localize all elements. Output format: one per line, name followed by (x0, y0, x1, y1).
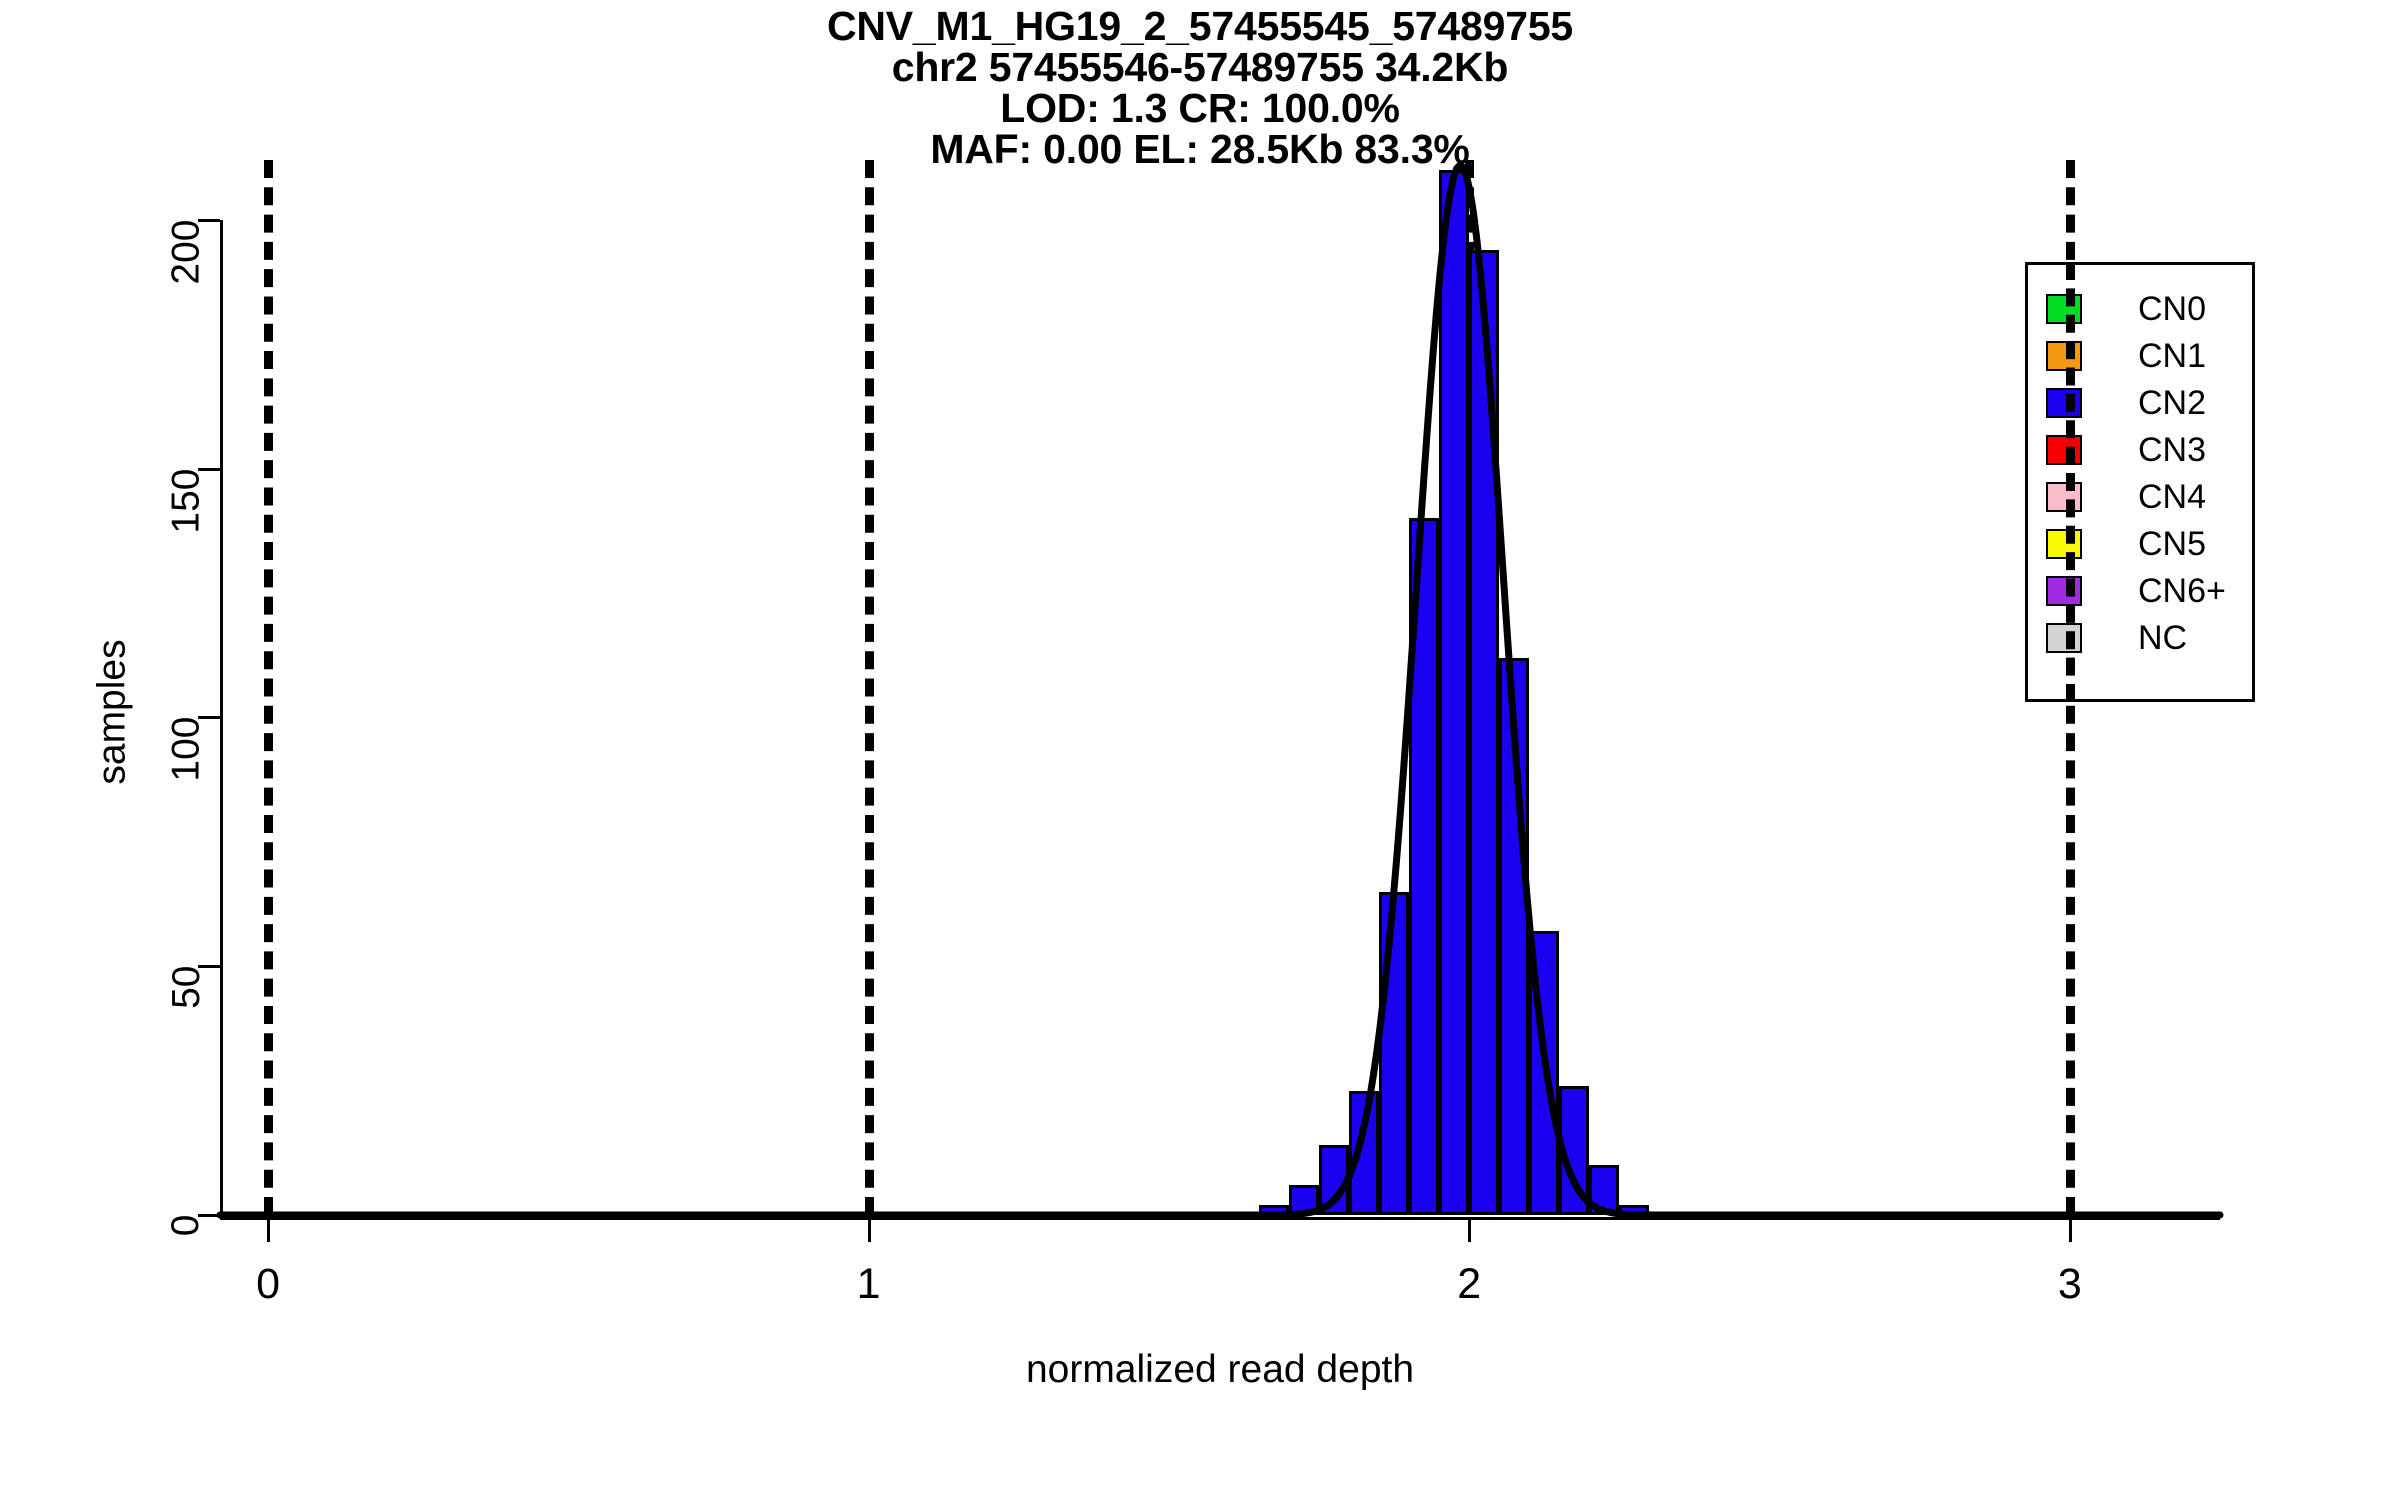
histogram-bar (1619, 1205, 1650, 1215)
histogram-bar (1469, 249, 1500, 1215)
y-axis-tick (198, 1214, 220, 1217)
legend-item-label: CN0 (2138, 289, 2207, 328)
legend-item-label: CN4 (2138, 477, 2207, 516)
legend-item-label: CN3 (2138, 430, 2207, 469)
plot-area: 0 50 100 150 200 samples 0 1 2 3 normalized rea… (91, 160, 2224, 1391)
y-axis-tick (198, 218, 220, 222)
legend-swatch-icon (2046, 293, 2082, 324)
title-line-1: CNV_M1_HG19_2_57455545_57489755 (826, 3, 1574, 49)
y-axis-tick-label: 50 (164, 965, 208, 1010)
title-line-2: chr2 57455546-57489755 34.2Kb (891, 44, 1509, 90)
x-axis-tick-label: 1 (856, 1260, 881, 1308)
y-axis-tick-label: 200 (164, 219, 208, 285)
histogram-bar (1289, 1185, 1320, 1215)
legend-item-label: NC (2138, 618, 2188, 657)
legend-box: CN0 CN1 CN2 CN3 CN4 CN5 CN6+ NC (2025, 262, 2255, 702)
histogram-bar (1409, 518, 1440, 1215)
legend-item-cn6plus: CN6+ (2046, 567, 2252, 614)
y-axis-title: samples (90, 639, 134, 785)
x-axis-title: normalized read depth (1025, 1348, 1415, 1391)
x-axis-tick (867, 1220, 871, 1242)
legend-item-label: CN5 (2138, 524, 2207, 563)
x-axis-tick (1468, 1220, 1472, 1242)
histogram-bar (1379, 891, 1410, 1215)
legend-swatch-icon (2046, 434, 2082, 465)
cn-reference-line-legend-overlap (2065, 262, 2075, 702)
x-axis-tick-label: 3 (2057, 1260, 2082, 1308)
legend-item-cn1: CN1 (2046, 332, 2252, 379)
legend-swatch-icon (2046, 340, 2082, 371)
y-axis-tick (198, 965, 220, 969)
title-line-3: LOD: 1.3 CR: 100.0% (1000, 85, 1400, 131)
x-axis: 0 1 2 3 (220, 1217, 2220, 1306)
histogram-bar (1259, 1205, 1290, 1215)
legend-item-cn0: CN0 (2046, 285, 2252, 332)
x-axis-tick (267, 1220, 271, 1242)
histogram-bar (1559, 1085, 1590, 1215)
histogram-bar (1349, 1090, 1380, 1215)
y-axis-tick-label: 150 (164, 468, 208, 534)
legend-item-label: CN2 (2138, 383, 2207, 422)
y-axis-tick (198, 467, 220, 471)
legend-entries: CN0 CN1 CN2 CN3 CN4 CN5 CN6+ NC (2028, 265, 2252, 661)
legend-item-cn2: CN2 (2046, 379, 2252, 426)
histogram-bars (220, 160, 2220, 1215)
legend-item-cn5: CN5 (2046, 520, 2252, 567)
legend-item-label: CN1 (2138, 336, 2207, 375)
legend-item-cn3: CN3 (2046, 426, 2252, 473)
histogram-bar (1439, 169, 1470, 1215)
histogram-bar (1319, 1145, 1350, 1215)
legend-item-label: CN6+ (2138, 571, 2226, 610)
y-axis-tick (198, 716, 220, 720)
y-axis-tick-label: 0 (164, 1214, 208, 1237)
legend-swatch-icon (2046, 387, 2082, 418)
histogram-bar (1529, 931, 1560, 1215)
legend-swatch-icon (2046, 575, 2082, 606)
histogram-bar (1589, 1165, 1620, 1215)
legend-item-nc: NC (2046, 614, 2252, 661)
x-axis-tick-label: 2 (1457, 1260, 1482, 1308)
legend-swatch-icon (2046, 528, 2082, 559)
x-axis-tick (2068, 1220, 2072, 1242)
legend-swatch-icon (2046, 481, 2082, 512)
histogram-bar (1499, 657, 1530, 1215)
chart-title-block: CNV_M1_HG19_2_57455545_57489755 chr2 574… (0, 6, 2400, 170)
x-axis-tick-label: 0 (256, 1260, 281, 1308)
legend-item-cn4: CN4 (2046, 473, 2252, 520)
legend-swatch-icon (2046, 622, 2082, 653)
y-axis-tick-label: 100 (164, 716, 208, 782)
